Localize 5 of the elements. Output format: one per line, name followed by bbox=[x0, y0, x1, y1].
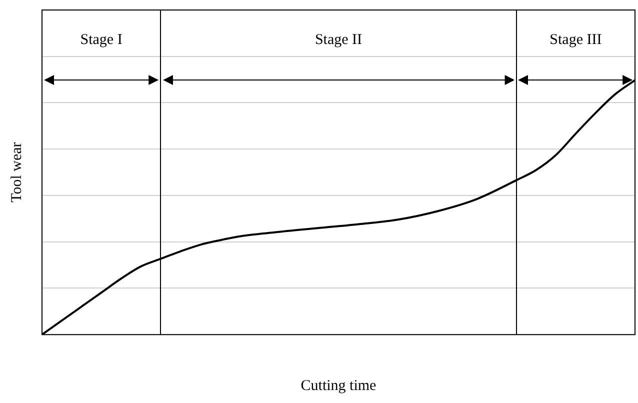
x-axis-title: Cutting time bbox=[300, 378, 377, 394]
text: Stage III bbox=[550, 32, 602, 49]
text: Stage I bbox=[80, 32, 122, 49]
text: Stage II bbox=[314, 32, 362, 49]
y-axis-title: Tool wear bbox=[8, 142, 25, 202]
